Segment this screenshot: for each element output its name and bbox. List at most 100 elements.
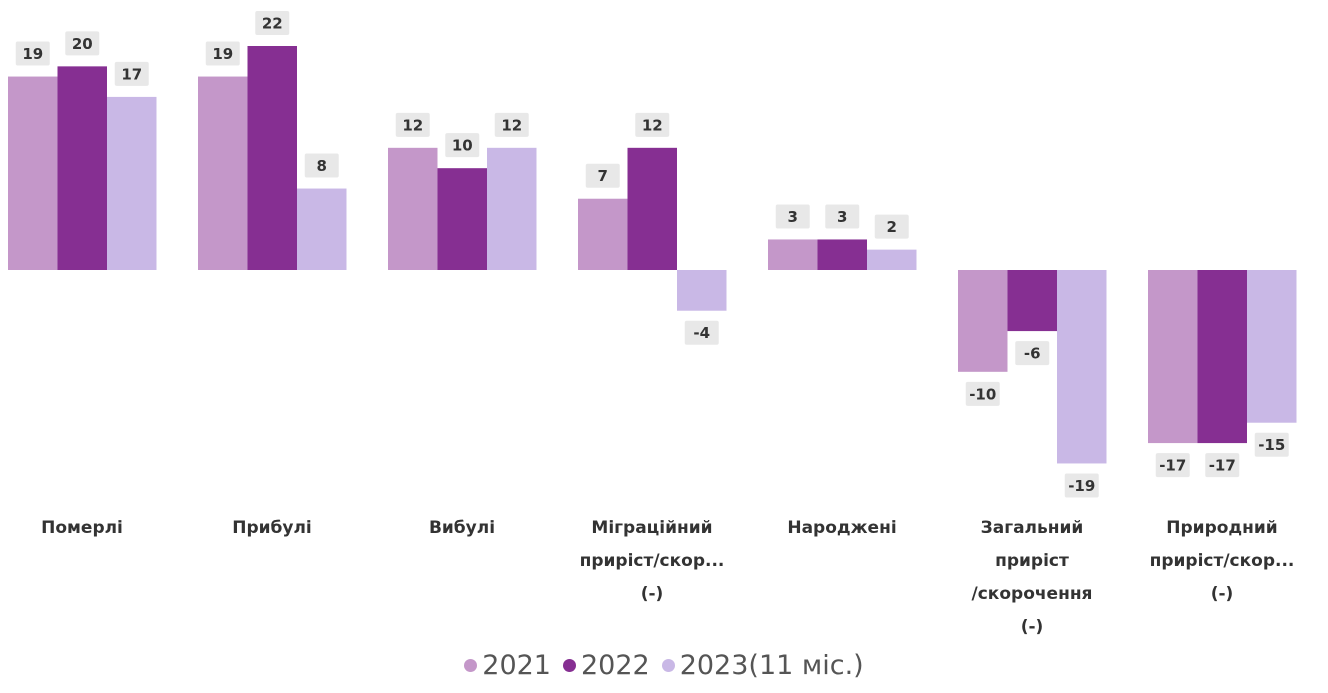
data-label-text: -15 (1258, 436, 1285, 454)
bar (627, 147, 677, 270)
data-label-text: 10 (452, 137, 473, 155)
data-label-box (825, 204, 860, 229)
data-label-text: 17 (121, 65, 142, 83)
data-label-text: -10 (969, 385, 996, 403)
x-tick-label: Вибулі (428, 518, 496, 538)
bar (1148, 270, 1198, 444)
bar (578, 198, 628, 270)
bar (437, 168, 487, 270)
data-label: -19 (1064, 473, 1099, 498)
bar (388, 147, 438, 270)
bar (198, 76, 248, 270)
legend-item: 2023(11 міс.) (661, 650, 864, 681)
legend-label: 2022 (580, 650, 650, 681)
data-label-text: -17 (1159, 457, 1186, 475)
x-tick-label: Загальний приріст /скорочення (-) (971, 518, 1093, 637)
data-label-text: 3 (788, 208, 798, 226)
data-label-box (494, 112, 529, 137)
bar (768, 239, 818, 270)
data-label-text: 12 (501, 116, 522, 134)
bar (1247, 270, 1297, 423)
data-label-box (445, 133, 480, 158)
data-label-box (1254, 432, 1289, 457)
data-label-text: 12 (642, 116, 663, 134)
data-label: 8 (304, 153, 339, 178)
bar (107, 96, 157, 270)
data-label: 10 (445, 133, 480, 158)
x-tick-label: Прибулі (232, 518, 312, 538)
data-label: 12 (635, 112, 670, 137)
data-label: -6 (1015, 341, 1050, 366)
data-label-box (775, 204, 810, 229)
bar (57, 66, 107, 270)
data-label: 2 (874, 214, 909, 239)
x-tick-label: Міграційний приріст/скор... (-) (579, 518, 725, 604)
data-label-box (205, 41, 240, 66)
data-label-box (304, 153, 339, 178)
data-label: -17 (1205, 453, 1240, 478)
data-label-text: 20 (72, 35, 93, 53)
bar (817, 239, 867, 270)
data-label: 19 (15, 41, 50, 66)
data-label-text: 3 (837, 208, 847, 226)
bar (1057, 270, 1107, 464)
data-label-text: 7 (598, 167, 608, 185)
data-label-text: 19 (212, 45, 233, 63)
legend: 2021 2022 2023(11 міс.) (0, 650, 1328, 681)
data-label-box (874, 214, 909, 239)
data-label: 3 (825, 204, 860, 229)
data-label-box (395, 112, 430, 137)
data-label-text: 8 (317, 157, 327, 175)
data-label-box (255, 11, 290, 35)
data-label-box (15, 41, 50, 66)
data-label-text: 2 (887, 218, 897, 236)
x-tick-label: Померлі (41, 518, 123, 538)
legend-label: 2023(11 міс.) (679, 650, 864, 681)
bar (1197, 270, 1247, 444)
data-label: -4 (684, 320, 719, 345)
data-label-box (114, 61, 149, 86)
data-label-box (1015, 341, 1050, 366)
data-label-box (65, 31, 100, 56)
legend-marker (562, 659, 576, 672)
legend-item: 2022 (562, 650, 650, 681)
data-label: -10 (965, 381, 1000, 406)
data-label-text: -17 (1209, 457, 1236, 475)
data-label-text: -6 (1024, 345, 1041, 363)
data-label: 12 (494, 112, 529, 137)
legend-item: 2021 (464, 650, 551, 681)
data-label-text: 19 (22, 45, 43, 63)
data-label: 7 (585, 163, 620, 188)
bar (1007, 270, 1057, 332)
data-label: -17 (1155, 453, 1190, 478)
x-tick-label: Народжені (787, 518, 897, 538)
bar (487, 147, 537, 270)
data-label-box (684, 320, 719, 345)
data-label: -15 (1254, 432, 1289, 457)
data-label-text: -19 (1068, 477, 1095, 495)
data-label: 12 (395, 112, 430, 137)
data-label: 3 (775, 204, 810, 229)
data-label-text: 22 (262, 15, 283, 33)
data-label-text: 12 (402, 116, 423, 134)
x-tick-label: Природний приріст/скор... (-) (1149, 518, 1295, 604)
bar (867, 249, 917, 270)
data-label: 22 (255, 11, 290, 35)
data-label: 17 (114, 61, 149, 86)
data-label: 19 (205, 41, 240, 66)
legend-label: 2021 (482, 650, 551, 681)
bar (677, 270, 727, 311)
data-label-box (1064, 473, 1099, 498)
legend-marker (661, 659, 675, 672)
bar (8, 76, 58, 270)
data-label-box (585, 163, 620, 188)
data-label: 20 (65, 31, 100, 56)
data-label-box (965, 381, 1000, 406)
data-label-box (635, 112, 670, 137)
data-label-box (1155, 453, 1190, 478)
data-label-text: -4 (693, 324, 710, 342)
bar (297, 188, 347, 270)
legend-marker (464, 659, 478, 672)
